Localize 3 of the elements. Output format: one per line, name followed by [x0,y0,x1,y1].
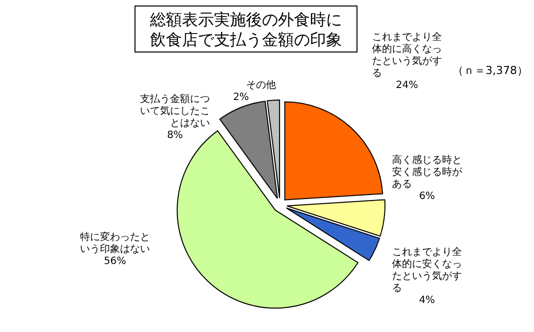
title: 総額表示実施後の外食時に飲食店で支払う金額の印象 [134,6,358,52]
text: （ｎ＝3,378） [452,64,528,77]
chart-title: 総額表示実施後の外食時に飲食店で支払う金額の印象 [149,10,342,49]
